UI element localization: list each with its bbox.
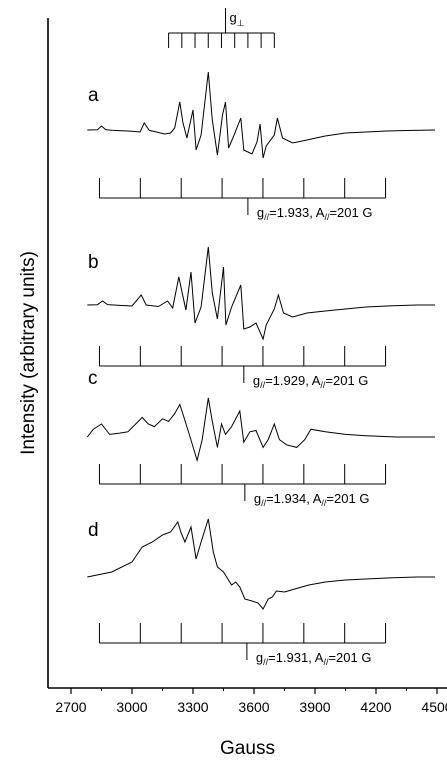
g-perp-label: g⊥ [230, 10, 245, 28]
spectrum-a-line [87, 71, 436, 159]
x-tick-label-3600: 3600 [238, 699, 269, 715]
spectrum-a-label: a [88, 85, 99, 106]
spectrum-c-line [86, 397, 435, 463]
annotation-d: g//=1.931, A//=201 G [256, 650, 372, 667]
spectrum-c-label: c [88, 368, 98, 389]
x-tick-label-2700: 2700 [55, 699, 86, 715]
annotation-c: g//=1.934, A//=201 G [254, 491, 370, 508]
spectrum-d-label: d [88, 520, 99, 541]
annotation-a: g//=1.933, A//=201 G [257, 205, 373, 222]
y-axis-title: Intensity (arbitrary units) [18, 251, 39, 455]
spectrum-b-line [87, 246, 435, 341]
x-tick-label-4200: 4200 [360, 699, 391, 715]
annotation-b: g//=1.929, A//=201 G [253, 373, 369, 390]
spectrum-d-line [87, 518, 435, 610]
x-tick-label-3300: 3300 [177, 699, 208, 715]
x-tick-label-4500: 4500 [421, 699, 447, 715]
spectrum-b-label: b [88, 252, 99, 273]
x-axis-title: Gauss [220, 738, 275, 759]
x-tick-label-3900: 3900 [299, 699, 330, 715]
x-tick-label-3000: 3000 [116, 699, 147, 715]
